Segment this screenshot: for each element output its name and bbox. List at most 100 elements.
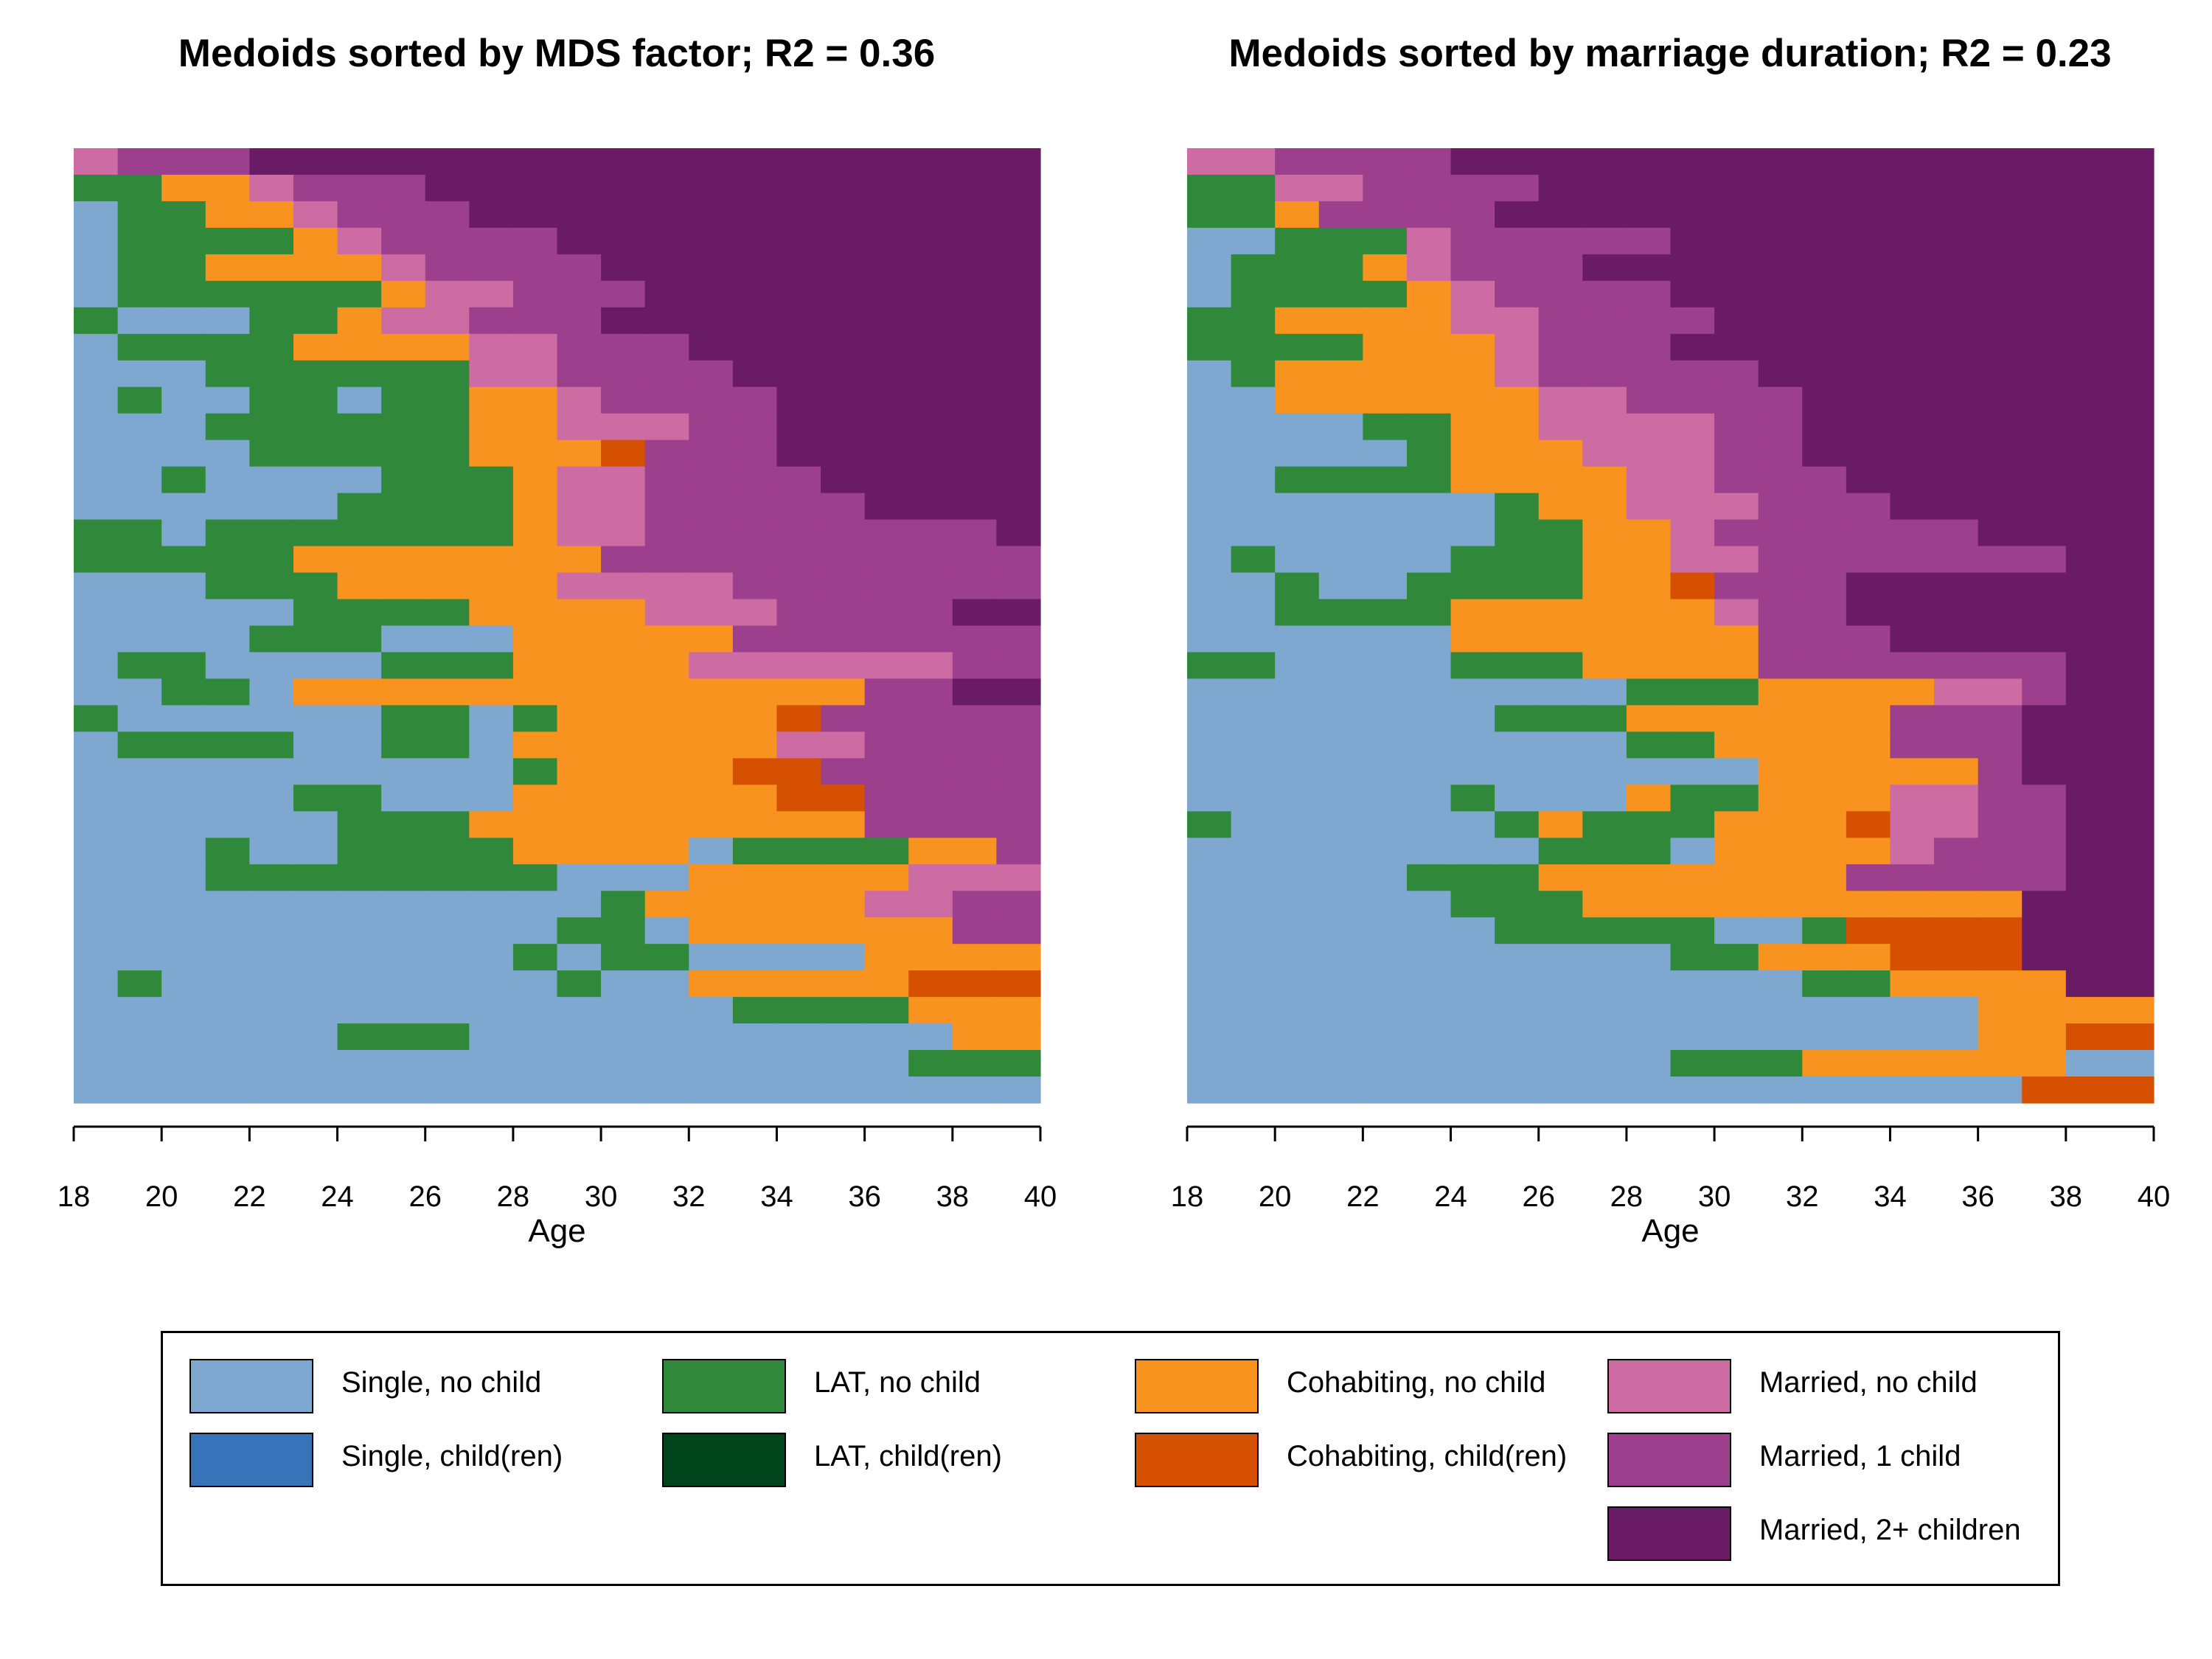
heatmap-cell (2022, 970, 2067, 998)
heatmap-cell (601, 970, 646, 998)
heatmap-cell (117, 652, 162, 680)
heatmap-cell (996, 811, 1041, 838)
heatmap-cell (1978, 864, 2023, 891)
heatmap-cell (2022, 307, 2067, 335)
heatmap-cell (249, 705, 294, 732)
heatmap-cell (689, 546, 734, 574)
heatmap-cell (1231, 678, 1276, 706)
heatmap-cell (1363, 307, 1408, 335)
heatmap-cell (1890, 280, 1935, 308)
heatmap-cell (1538, 838, 1583, 865)
heatmap-cell (1670, 360, 1715, 388)
heatmap-cell (689, 174, 734, 202)
heatmap-cell (469, 546, 514, 574)
heatmap-cell (1626, 333, 1672, 361)
heatmap-cell (1582, 838, 1627, 865)
heatmap-cell (1626, 1050, 1672, 1077)
heatmap-cell (1406, 201, 1452, 229)
legend-swatch (189, 1433, 313, 1487)
heatmap-cell (1406, 546, 1452, 574)
heatmap-cell (1846, 678, 1891, 706)
heatmap-cell (512, 864, 558, 891)
heatmap-cell (381, 413, 426, 441)
heatmap-cell (1363, 917, 1408, 945)
heatmap-cell (249, 652, 294, 680)
heatmap-cell (161, 307, 206, 335)
heatmap-cell (425, 864, 470, 891)
heatmap-cell (2110, 970, 2154, 998)
heatmap-cell (1495, 944, 1540, 971)
heatmap-cell (512, 254, 558, 282)
heatmap-cell (381, 625, 426, 653)
heatmap-cell (1714, 254, 1759, 282)
heatmap-cell (952, 625, 998, 653)
heatmap-cell (1802, 705, 1847, 732)
heatmap-cell (293, 678, 338, 706)
heatmap-cell (293, 546, 338, 574)
heatmap-cell (1846, 838, 1891, 865)
heatmap-cell (1363, 652, 1408, 680)
heatmap-cell (425, 758, 470, 785)
heatmap-cell (1495, 227, 1540, 255)
heatmap-cell (821, 546, 866, 574)
heatmap-cell (821, 678, 866, 706)
heatmap-cell (557, 838, 602, 865)
heatmap-cell (821, 599, 866, 627)
heatmap-cell (1626, 546, 1672, 574)
heatmap-cell (425, 970, 470, 998)
heatmap-cell (293, 519, 338, 547)
heatmap-cell (2065, 519, 2111, 547)
heatmap-cell (952, 148, 998, 175)
heatmap-cell (864, 201, 909, 229)
heatmap-cell (293, 148, 338, 175)
heatmap-cell (1758, 386, 1803, 414)
heatmap-cell (161, 493, 206, 521)
heatmap-cell (1802, 493, 1847, 521)
heatmap-cell (952, 227, 998, 255)
heatmap-cell (205, 386, 250, 414)
heatmap-cell (1582, 652, 1627, 680)
heatmap-cell (952, 705, 998, 732)
heatmap-cell (1626, 386, 1672, 414)
heatmap-cell (864, 1023, 909, 1051)
heatmap-cell (2110, 944, 2154, 971)
heatmap-cell (996, 970, 1041, 998)
heatmap-cell (469, 572, 514, 600)
heatmap-cell (1187, 386, 1232, 414)
heatmap-cell (1318, 652, 1363, 680)
heatmap-cell (469, 227, 514, 255)
heatmap-cell (1802, 811, 1847, 838)
heatmap-cell (1231, 731, 1276, 759)
heatmap-cell (1231, 891, 1276, 918)
heatmap-cell (293, 466, 338, 494)
heatmap-cell (2110, 1050, 2154, 1077)
heatmap-cell (1802, 307, 1847, 335)
heatmap-cell (425, 148, 470, 175)
heatmap-cell (1363, 386, 1408, 414)
x-tick-label: 24 (1434, 1180, 1467, 1213)
heatmap-cell (205, 333, 250, 361)
x-tick-label: 20 (1259, 1180, 1292, 1213)
heatmap-cell (601, 1077, 646, 1104)
heatmap-cell (557, 1050, 602, 1077)
heatmap-cell (337, 1077, 382, 1104)
heatmap-cell (1934, 705, 1979, 732)
heatmap-cell (732, 572, 778, 600)
heatmap-cell (776, 970, 821, 998)
x-axis-title: Age (528, 1213, 585, 1249)
heatmap-cell (1363, 731, 1408, 759)
heatmap-cell (776, 413, 821, 441)
heatmap-cell (1978, 148, 2023, 175)
heatmap-cell (512, 413, 558, 441)
heatmap-cell (1450, 997, 1495, 1024)
heatmap-cell (1582, 439, 1627, 467)
heatmap-cell (864, 386, 909, 414)
heatmap-cell (74, 280, 119, 308)
heatmap-cell (908, 970, 953, 998)
heatmap-cell (776, 572, 821, 600)
heatmap-cell (1714, 280, 1759, 308)
heatmap-cell (1231, 652, 1276, 680)
heatmap-cell (1231, 625, 1276, 653)
heatmap-cell (1275, 254, 1320, 282)
heatmap-cell (908, 148, 953, 175)
